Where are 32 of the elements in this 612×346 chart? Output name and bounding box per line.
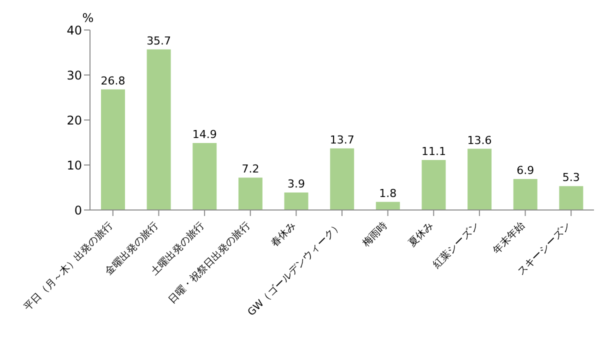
bar xyxy=(513,178,538,210)
data-label: 13.6 xyxy=(467,134,492,147)
y-tick-label: 10 xyxy=(66,158,82,172)
y-tick-label: 40 xyxy=(66,23,82,38)
bar xyxy=(422,160,446,210)
data-label: 1.8 xyxy=(379,186,397,200)
x-tick-label: 春休み xyxy=(269,220,298,250)
y-tick-label: 30 xyxy=(66,68,82,82)
data-label: 35.7 xyxy=(146,34,172,48)
bar xyxy=(238,178,262,210)
data-label: 26.8 xyxy=(100,74,126,88)
data-label: 6.9 xyxy=(516,164,534,177)
data-label: 5.3 xyxy=(562,171,580,184)
data-label: 13.7 xyxy=(330,133,354,146)
bar xyxy=(468,148,492,210)
bar xyxy=(284,192,308,210)
bar xyxy=(330,148,354,210)
bar xyxy=(101,89,125,210)
bar xyxy=(559,186,584,210)
data-label: 7.2 xyxy=(242,162,260,176)
bar xyxy=(146,49,171,210)
bar xyxy=(376,202,400,210)
x-tick-label: 夏休み xyxy=(406,220,436,250)
bar xyxy=(192,142,217,210)
data-label: 14.9 xyxy=(192,128,217,141)
data-label: 3.9 xyxy=(288,177,306,190)
y-tick-label: 0 xyxy=(74,203,82,218)
y-tick-label: 20 xyxy=(66,113,82,128)
data-label: 11.1 xyxy=(421,145,446,158)
y-axis-title: % xyxy=(82,11,94,25)
x-tick-label: 梅雨時 xyxy=(360,220,390,250)
x-tick-label: 年末年始 xyxy=(490,220,528,256)
